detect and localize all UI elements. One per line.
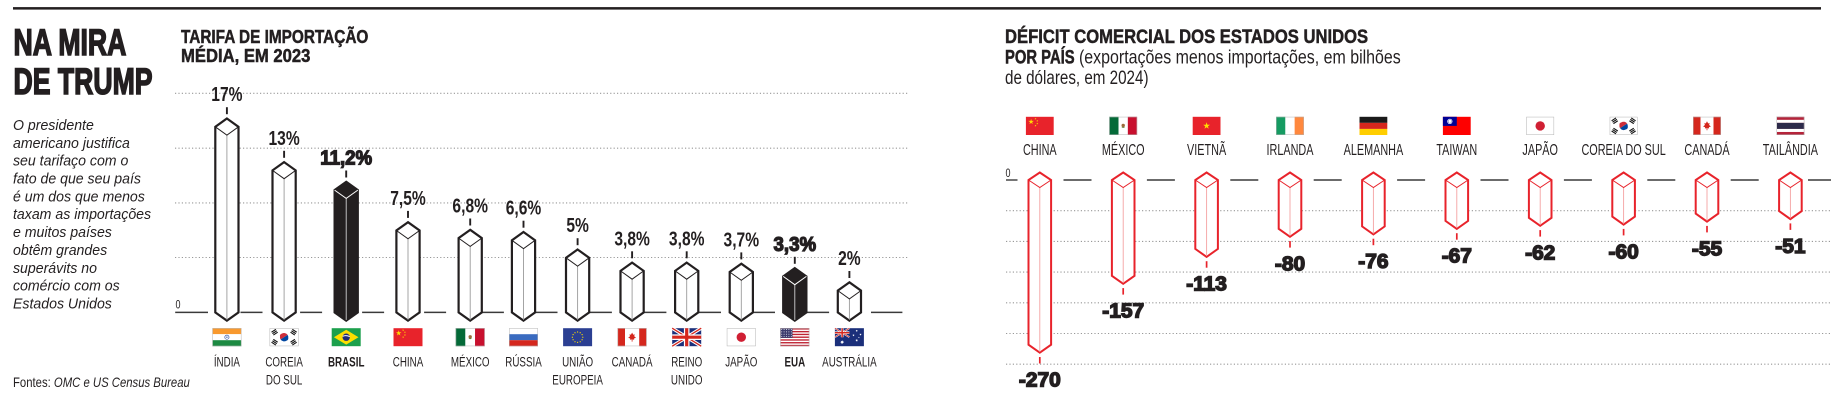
svg-text:0: 0 [176,298,181,312]
svg-text:Fontes: OMC e US Census Bureau: Fontes: OMC e US Census Bureau [13,374,190,390]
svg-text:MÉDIA, EM 2023: MÉDIA, EM 2023 [181,44,311,66]
svg-text:UNIDO: UNIDO [671,372,703,388]
svg-text:IRLANDA: IRLANDA [1267,141,1314,158]
svg-text:TAILÂNDIA: TAILÂNDIA [1763,141,1818,158]
svg-text:obtêm grandes: obtêm grandes [13,242,108,259]
svg-text:REINO: REINO [671,354,702,370]
svg-text:seu tarifaço com o: seu tarifaço com o [13,153,128,170]
svg-text:-62: -62 [1525,242,1555,265]
svg-text:5%: 5% [566,214,589,236]
svg-text:de dólares, em 2024): de dólares, em 2024) [1005,66,1149,88]
svg-text:-80: -80 [1275,253,1305,276]
svg-text:2%: 2% [838,247,861,269]
svg-text:superávits no: superávits no [13,260,97,277]
svg-text:TAIWAN: TAIWAN [1436,141,1477,158]
svg-text:6,6%: 6,6% [506,197,542,219]
svg-text:CHINA: CHINA [1023,141,1057,158]
svg-text:EUA: EUA [784,354,805,370]
svg-text:13%: 13% [268,127,299,149]
svg-text:MÉXICO: MÉXICO [1102,141,1145,158]
svg-text:(exportações menos importações: (exportações menos importações, em bilhõ… [1079,46,1401,68]
svg-text:JAPÃO: JAPÃO [725,354,757,370]
svg-text:COREIA: COREIA [265,354,303,370]
svg-text:CANADÁ: CANADÁ [612,353,654,370]
svg-text:ÍNDIA: ÍNDIA [214,353,241,370]
svg-text:CANADÁ: CANADÁ [1684,141,1729,158]
svg-text:comércio com os: comércio com os [13,278,120,295]
svg-text:-113: -113 [1186,273,1227,296]
svg-text:3,8%: 3,8% [614,227,650,249]
svg-text:americano justifica: americano justifica [13,135,130,152]
svg-text:0: 0 [1006,167,1011,181]
svg-text:AUSTRÁLIA: AUSTRÁLIA [822,353,877,370]
svg-text:-55: -55 [1692,238,1722,261]
svg-text:e muitos países: e muitos países [13,225,113,242]
svg-text:3,3%: 3,3% [774,233,817,256]
svg-text:NA MIRA: NA MIRA [14,22,127,63]
svg-text:17%: 17% [211,83,242,105]
svg-text:6,8%: 6,8% [452,195,488,217]
svg-text:UNIÃO: UNIÃO [562,354,593,370]
svg-text:CHINA: CHINA [393,354,424,370]
svg-text:POR PAÍS: POR PAÍS [1005,47,1075,68]
svg-text:RÚSSIA: RÚSSIA [505,353,542,370]
svg-text:TARIFA DE IMPORTAÇÃO: TARIFA DE IMPORTAÇÃO [181,26,368,48]
svg-text:3,8%: 3,8% [669,227,705,249]
svg-text:-67: -67 [1442,245,1472,268]
svg-text:-51: -51 [1775,235,1805,258]
svg-text:DO SUL: DO SUL [266,372,303,388]
svg-text:taxam as importações: taxam as importações [13,207,152,224]
svg-text:MÉXICO: MÉXICO [451,353,490,370]
svg-text:-60: -60 [1608,241,1638,264]
svg-text:BRASIL: BRASIL [328,354,364,370]
svg-text:3,7%: 3,7% [724,229,760,251]
svg-text:-76: -76 [1358,250,1388,273]
svg-text:JAPÃO: JAPÃO [1522,141,1558,158]
svg-text:-157: -157 [1102,300,1144,323]
svg-text:ALEMANHA: ALEMANHA [1344,141,1404,158]
svg-text:DÉFICIT COMERCIAL DOS ESTADOS: DÉFICIT COMERCIAL DOS ESTADOS UNIDOS [1005,25,1368,47]
svg-text:EUROPEIA: EUROPEIA [552,372,603,388]
svg-text:O presidente: O presidente [13,118,94,135]
svg-text:é um dos que menos: é um dos que menos [13,189,145,206]
svg-text:11,2%: 11,2% [320,147,372,170]
svg-text:-270: -270 [1019,369,1061,392]
svg-text:DE TRUMP: DE TRUMP [14,61,153,102]
svg-text:7,5%: 7,5% [390,187,426,209]
svg-text:COREIA DO SUL: COREIA DO SUL [1581,141,1665,158]
svg-text:VIETNÃ: VIETNÃ [1187,141,1226,158]
svg-text:Estados Unidos: Estados Unidos [13,296,113,313]
svg-text:fato de que seu país: fato de que seu país [13,171,142,188]
